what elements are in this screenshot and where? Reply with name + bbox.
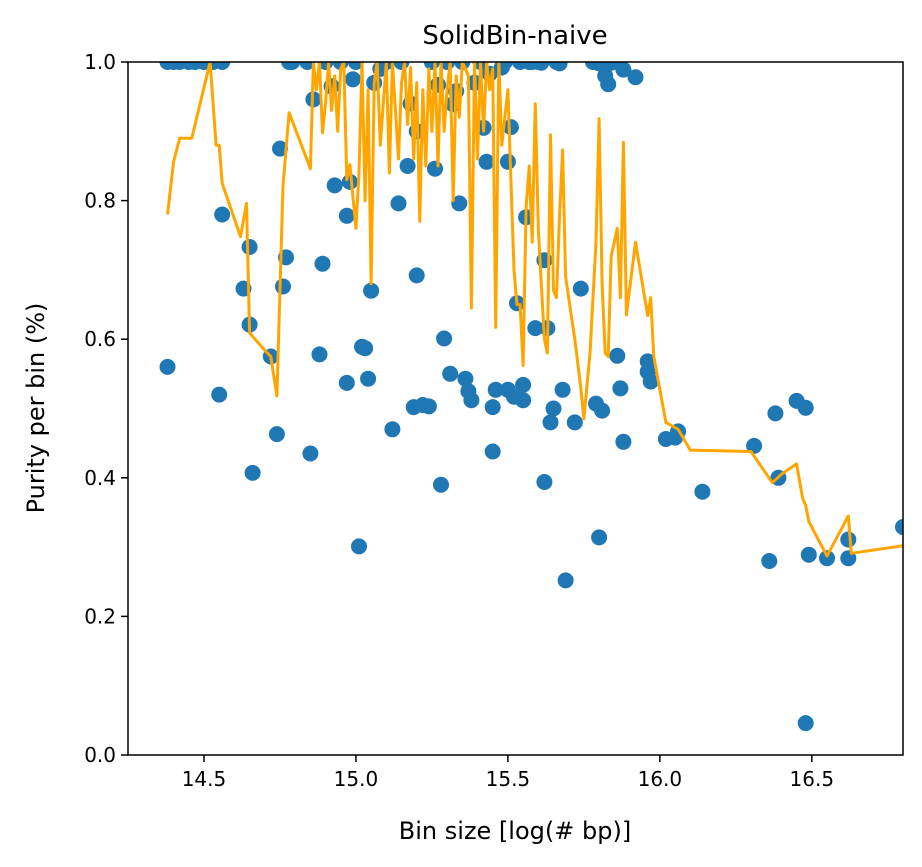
y-axis-ticks: 0.0 0.2 0.4 0.6 0.8 1.0 — [84, 50, 128, 767]
scatter-point — [819, 550, 835, 567]
scatter-point — [545, 400, 562, 417]
scatter-point — [533, 62, 550, 71]
scatter-point — [496, 62, 513, 70]
scatter-point — [627, 69, 644, 86]
scatter-point — [344, 71, 361, 88]
scatter-point — [694, 483, 711, 500]
scatter-point — [600, 76, 617, 93]
scatter-point — [311, 346, 328, 363]
x-tick-label: 16.0 — [638, 767, 683, 791]
scatter-point — [487, 381, 504, 398]
scatter-point — [408, 267, 425, 284]
scatter-point — [594, 402, 611, 419]
scatter-point — [515, 376, 532, 393]
scatter-point — [478, 153, 495, 170]
y-axis-label: Purity per bin (%) — [22, 303, 50, 514]
scatter-point — [557, 572, 574, 589]
scatter-point — [299, 62, 316, 70]
scatter-point — [420, 398, 437, 415]
x-tick-label: 15.5 — [486, 767, 531, 791]
scatter-point — [457, 370, 474, 387]
y-tick-label: 0.4 — [84, 466, 116, 490]
scatter-point — [536, 474, 553, 490]
scatter-point — [399, 158, 416, 174]
scatter-point — [326, 177, 343, 194]
scatter-point — [515, 392, 532, 409]
scatter-point — [603, 62, 620, 71]
scatter-point — [302, 445, 319, 462]
scatter-point — [554, 381, 571, 398]
scatter-point — [347, 62, 364, 70]
scatter-point — [591, 529, 608, 546]
scatter-point — [746, 437, 763, 454]
scatter-point — [357, 340, 374, 357]
series-line — [166, 62, 903, 558]
scatter-point — [390, 195, 407, 212]
y-tick-label: 0.8 — [84, 189, 116, 213]
scatter-point — [436, 330, 453, 347]
y-tick-label: 0.0 — [84, 743, 116, 767]
scatter-point — [761, 553, 778, 569]
scatter-point — [642, 373, 659, 390]
scatter-point — [499, 153, 516, 170]
y-tick-label: 1.0 — [84, 50, 116, 74]
chart-title: SolidBin-naive — [422, 21, 607, 51]
scatter-point — [241, 239, 258, 255]
scatter-point — [451, 195, 468, 212]
scatter-point — [284, 62, 301, 70]
scatter-point — [275, 278, 291, 295]
scatter-point — [384, 421, 401, 438]
scatter-point — [338, 374, 355, 391]
scatter-points — [159, 62, 903, 732]
scatter-point — [314, 255, 331, 272]
scatter-point — [767, 405, 784, 422]
scatter-point — [615, 433, 632, 450]
scatter-point — [211, 386, 228, 403]
scatter-point — [463, 392, 480, 409]
scatter-point — [484, 443, 501, 460]
trend-line-layer — [166, 62, 903, 558]
plot-frame — [127, 61, 904, 756]
x-tick-label: 14.5 — [182, 767, 227, 791]
scatter-point — [527, 320, 544, 337]
y-tick-label: 0.2 — [84, 604, 116, 628]
x-tick-label: 15.0 — [334, 767, 379, 791]
scatter-point — [442, 365, 459, 382]
scatter-point — [797, 715, 814, 732]
scatter-point — [338, 207, 355, 224]
scatter-point — [502, 119, 519, 136]
scatter-point — [542, 414, 559, 431]
scatter-point — [363, 282, 380, 299]
scatter-point — [272, 140, 288, 157]
scatter-point — [800, 546, 817, 563]
scatter-point — [572, 280, 589, 297]
scatter-point — [797, 399, 814, 416]
scatter-point — [360, 370, 377, 387]
scatter-point — [612, 380, 629, 397]
scatter-point — [615, 62, 632, 78]
scatter-point — [244, 464, 261, 481]
scatter-point — [351, 538, 367, 555]
scatter-point — [268, 426, 285, 443]
x-axis-ticks: 14.5 15.0 15.5 16.0 16.5 — [182, 755, 834, 791]
scatter-point — [433, 476, 449, 493]
scatter-point — [895, 519, 903, 535]
scatter-point — [427, 160, 443, 177]
scatter-point — [566, 414, 583, 431]
scatter-point — [484, 399, 501, 416]
x-tick-label: 16.5 — [790, 767, 835, 791]
x-axis-label: Bin size [log(# bp)] — [399, 817, 631, 845]
scatter-point — [609, 347, 626, 364]
scatter-point — [214, 62, 231, 70]
scatter-point — [551, 62, 568, 72]
scatter-point — [214, 206, 231, 223]
scatter-point — [840, 531, 857, 548]
scatter-point — [159, 358, 176, 375]
y-tick-label: 0.6 — [84, 327, 116, 351]
